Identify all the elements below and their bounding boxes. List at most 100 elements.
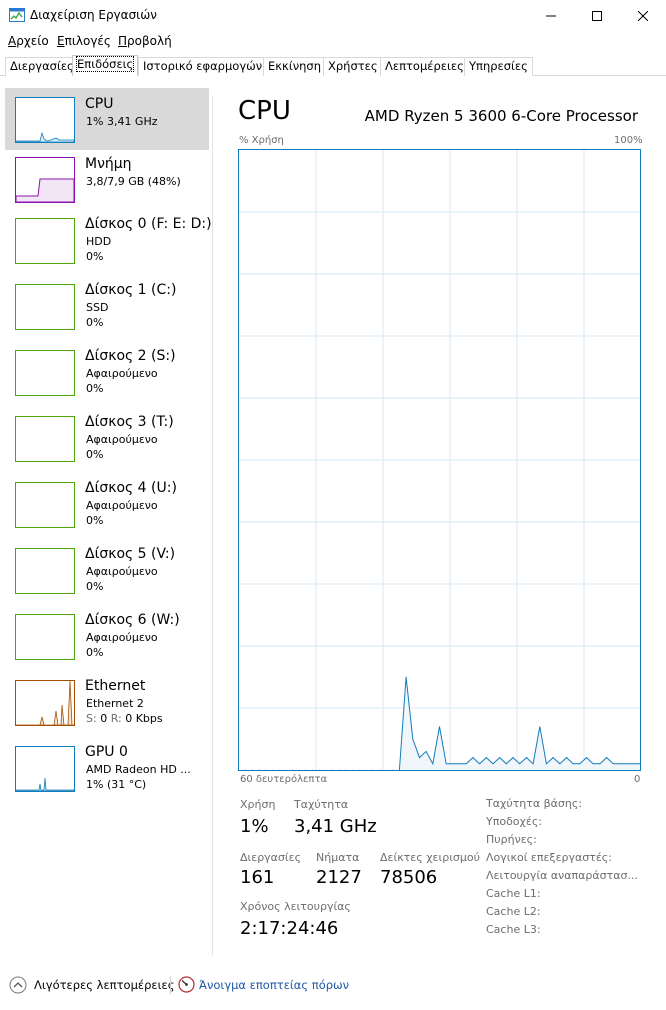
usage-axis-max: 100% [614,135,643,146]
virtualization-label: Λειτουργία αναπαράστασ... [486,869,638,882]
sidebar-item-value: 0% [86,580,104,593]
close-icon [638,11,648,21]
sidebar-item-disk-3[interactable]: Δίσκος 3 (T:) Αφαιρούμενο 0% [5,410,209,472]
minimize-icon [546,15,556,17]
processor-name: AMD Ryzen 5 3600 6-Core Processor [364,107,638,125]
cache-l3-label: Cache L3: [486,923,541,936]
sidebar-item-title: Δίσκος 6 (W:) [85,612,180,628]
tab-startup[interactable]: Εκκίνηση [263,57,327,76]
handles-value: 78506 [380,867,438,888]
cpu-usage-point [405,676,407,678]
sidebar-item-value: 1% (31 °C) [86,778,147,791]
ethernet-thumbnail [15,680,75,726]
task-manager-icon [9,8,25,22]
cpu-usage-point [472,757,474,758]
cpu-usage-point [479,763,480,765]
uptime-value: 2:17:24:46 [240,918,339,939]
handles-label: Δείκτες χειρισμού [380,851,480,864]
time-axis-end: 0 [634,774,641,785]
cpu-usage-point [419,757,420,758]
cpu-usage-point [619,763,621,765]
sidebar-item-disk-4[interactable]: Δίσκος 4 (U:) Αφαιρούμενο 0% [5,476,209,538]
sidebar-item-title: Δίσκος 4 (U:) [85,480,177,496]
sidebar-item-type: Αφαιρούμενο [86,367,158,380]
tab-services[interactable]: Υπηρεσίες [464,57,533,76]
fewer-details-link[interactable]: Λιγότερες λεπτομέρειες [34,978,175,992]
sidebar-item-gpu[interactable]: GPU 0 AMD Radeon HD ... 1% (31 °C) [5,740,209,802]
sidebar-item-value: 0% [86,514,104,527]
cpu-usage-point [586,757,587,758]
sidebar-item-disk-6[interactable]: Δίσκος 6 (W:) Αφαιρούμενο 0% [5,608,209,670]
sidebar-item-value: 0% [86,316,104,329]
sidebar-item-type: Αφαιρούμενο [86,565,158,578]
tab-users[interactable]: Χρήστες [323,57,383,76]
tab-details[interactable]: Λεπτομέρειες [380,57,469,76]
disk-thumbnail [15,614,75,660]
disk-thumbnail [15,482,75,528]
sidebar-item-title: CPU [85,96,114,112]
sidebar-item-memory[interactable]: Μνήμη 3,8/7,9 GB (48%) [5,150,209,212]
sidebar-item-disk-1[interactable]: Δίσκος 1 (C:) SSD 0% [5,278,209,340]
disk-thumbnail [15,350,75,396]
logical-processors-label: Λογικοί επεξεργαστές: [486,851,612,864]
cpu-usage-point [492,763,494,765]
cpu-usage-graph [238,149,641,771]
cache-l1-label: Cache L1: [486,887,541,900]
sockets-label: Υποδοχές: [486,815,542,828]
tab-performance[interactable]: Επιδόσεις [72,55,139,76]
maximize-button[interactable] [574,0,620,32]
menu-bar: Αρχείο Επιλογές Προβολή [0,32,666,52]
cpu-usage-point [539,726,541,727]
cpu-usage-point [579,763,581,765]
cpu-usage-point [459,763,460,765]
gpu-thumbnail [15,746,75,792]
tab-app-history[interactable]: Ιστορικό εφαρμογών [138,57,268,76]
sidebar-item-throughput: S: 0 R: 0 Kbps [86,712,163,725]
memory-thumbnail [15,157,75,203]
sidebar-item-title: Δίσκος 0 (F: E: D:) [85,216,212,232]
sidebar-item-disk-5[interactable]: Δίσκος 5 (V:) Αφαιρούμενο 0% [5,542,209,604]
sidebar-item-type: SSD [86,301,109,314]
sidebar-item-ethernet[interactable]: Ethernet Ethernet 2 S: 0 R: 0 Kbps [5,674,209,736]
menu-view[interactable]: Προβολή [118,34,172,48]
sidebar-item-title: Μνήμη [85,156,132,172]
cpu-usage-point [572,763,574,765]
cpu-usage-point [626,763,627,765]
sidebar-item-type: HDD [86,235,112,248]
usage-label: Χρήση [240,798,276,811]
speed-value: 3,41 GHz [294,816,377,837]
cpu-usage-point [505,763,507,765]
footer-divider [170,976,171,994]
cpu-thumbnail [15,97,75,143]
sidebar-item-title: Δίσκος 2 (S:) [85,348,176,364]
maximize-icon [592,11,602,21]
tab-strip: Διεργασίες Επιδόσεις Ιστορικό εφαρμογών … [0,55,666,76]
minimize-button[interactable] [528,0,574,32]
sidebar-item-cpu[interactable]: CPU 1% 3,41 GHz [5,88,209,150]
sidebar-item-disk-0[interactable]: Δίσκος 0 (F: E: D:) HDD 0% [5,212,212,274]
menu-file[interactable]: Αρχείο [8,34,49,48]
base-speed-label: Ταχύτητα βάσης: [486,797,583,810]
cpu-usage-point [425,751,427,752]
sidebar-item-value: 0% [86,646,104,659]
close-button[interactable] [620,0,666,32]
uptime-label: Χρόνος λειτουργίας [240,900,351,913]
resource-sidebar: CPU 1% 3,41 GHz Μνήμη 3,8/7,9 GB (48%) Δ… [0,84,212,959]
footer: Λιγότερες λεπτομέρειες Άνοιγμα εποπτείας… [0,962,666,1010]
sidebar-item-title: Δίσκος 3 (T:) [85,414,174,430]
cpu-usage-point [432,763,434,765]
open-resource-monitor-link[interactable]: Άνοιγμα εποπτείας πόρων [199,978,350,992]
usage-value: 1% [240,816,269,837]
sidebar-item-disk-2[interactable]: Δίσκος 2 (S:) Αφαιρούμενο 0% [5,344,209,406]
chevron-up-circle-icon[interactable] [9,976,27,994]
menu-options[interactable]: Επιλογές [57,34,111,48]
sidebar-item-value: 0% [86,250,104,263]
cache-l2-label: Cache L2: [486,905,541,918]
disk-thumbnail [15,548,75,594]
cpu-usage-point [559,763,561,765]
cpu-usage-point [546,763,547,765]
sidebar-item-title: Δίσκος 5 (V:) [85,546,176,562]
sidebar-item-value: 0% [86,382,104,395]
tab-processes[interactable]: Διεργασίες [5,57,79,76]
sidebar-item-title: Ethernet [85,678,146,694]
